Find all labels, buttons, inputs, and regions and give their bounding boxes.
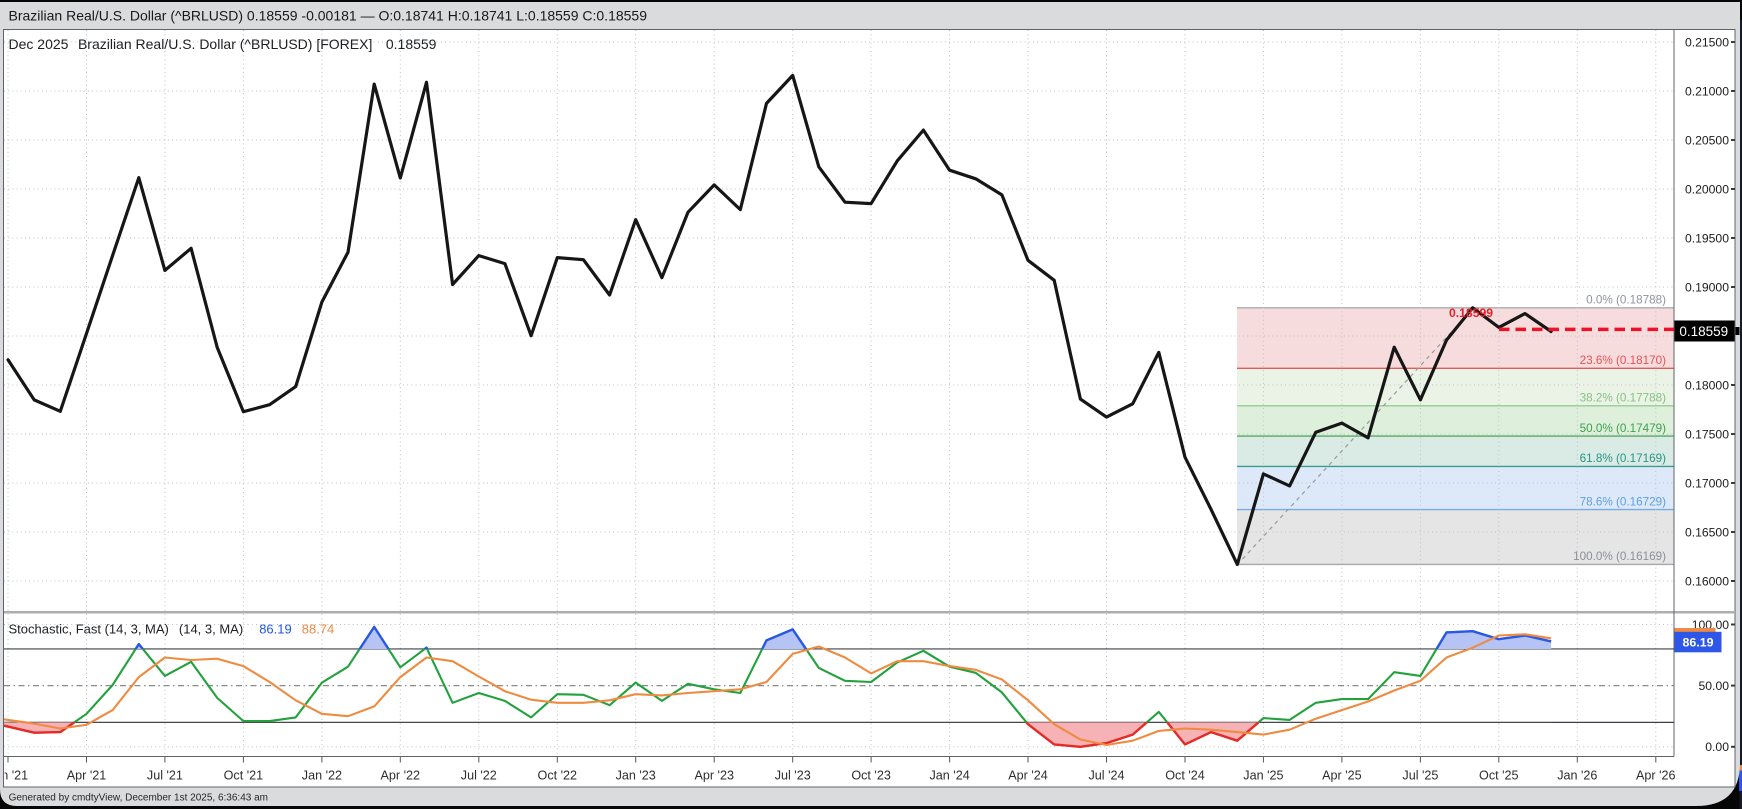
svg-text:50.00: 50.00 <box>1699 679 1730 693</box>
svg-text:0.17500: 0.17500 <box>1685 427 1729 441</box>
svg-text:Apr '24: Apr '24 <box>1008 769 1048 783</box>
svg-text:Oct '23: Oct '23 <box>851 769 891 783</box>
svg-text:Jul '21: Jul '21 <box>147 769 183 783</box>
svg-text:Jul '22: Jul '22 <box>461 769 497 783</box>
svg-text:Brazilian Real/U.S. Dollar (^B: Brazilian Real/U.S. Dollar (^BRLUSD) 0.1… <box>9 8 648 24</box>
svg-text:Apr '23: Apr '23 <box>694 769 734 783</box>
svg-text:Jan '24: Jan '24 <box>929 769 969 783</box>
svg-text:Apr '21: Apr '21 <box>67 769 107 783</box>
svg-text:0.16500: 0.16500 <box>1685 525 1729 539</box>
svg-text:Oct '25: Oct '25 <box>1479 769 1519 783</box>
svg-text:38.2% (0.17788): 38.2% (0.17788) <box>1580 392 1667 405</box>
svg-text:Oct '22: Oct '22 <box>538 769 578 783</box>
svg-text:0.0% (0.18788): 0.0% (0.18788) <box>1586 294 1666 307</box>
svg-text:Jul '25: Jul '25 <box>1402 769 1438 783</box>
svg-text:0.18559: 0.18559 <box>1679 324 1728 339</box>
svg-text:Jul '23: Jul '23 <box>775 769 811 783</box>
svg-text:0.16000: 0.16000 <box>1685 574 1729 588</box>
svg-text:0.17000: 0.17000 <box>1685 476 1729 490</box>
svg-text:Oct '24: Oct '24 <box>1165 769 1205 783</box>
svg-text:Oct '21: Oct '21 <box>224 769 264 783</box>
svg-text:Jan '22: Jan '22 <box>302 769 342 783</box>
svg-text:0.20500: 0.20500 <box>1685 133 1729 147</box>
svg-text:Jan '21: Jan '21 <box>0 769 28 783</box>
svg-text:Apr '22: Apr '22 <box>381 769 421 783</box>
svg-text:0.00: 0.00 <box>1705 740 1729 754</box>
svg-text:61.8% (0.17169): 61.8% (0.17169) <box>1580 452 1667 465</box>
svg-text:Apr '26: Apr '26 <box>1636 769 1676 783</box>
svg-text:Generated by cmdtyView, Decemb: Generated by cmdtyView, December 1st 202… <box>9 793 268 804</box>
svg-text:0.21500: 0.21500 <box>1685 35 1729 49</box>
svg-text:0.20000: 0.20000 <box>1685 182 1729 196</box>
svg-text:50.0% (0.17479): 50.0% (0.17479) <box>1580 422 1667 435</box>
svg-text:86.19: 86.19 <box>1682 636 1713 650</box>
svg-text:Jan '23: Jan '23 <box>616 769 656 783</box>
svg-text:Jan '26: Jan '26 <box>1557 769 1597 783</box>
svg-text:0.18599: 0.18599 <box>1449 306 1493 320</box>
svg-text:23.6% (0.18170): 23.6% (0.18170) <box>1580 354 1667 367</box>
svg-text:0.19000: 0.19000 <box>1685 280 1729 294</box>
svg-text:Apr '25: Apr '25 <box>1322 769 1362 783</box>
svg-text:Jan '25: Jan '25 <box>1243 769 1283 783</box>
svg-text:0.18000: 0.18000 <box>1685 378 1729 392</box>
svg-text:78.6% (0.16729): 78.6% (0.16729) <box>1580 495 1667 508</box>
svg-text:0.21000: 0.21000 <box>1685 84 1729 98</box>
svg-text:Jul '24: Jul '24 <box>1088 769 1124 783</box>
svg-text:100.0% (0.16169): 100.0% (0.16169) <box>1573 550 1666 563</box>
svg-text:0.19500: 0.19500 <box>1685 231 1729 245</box>
